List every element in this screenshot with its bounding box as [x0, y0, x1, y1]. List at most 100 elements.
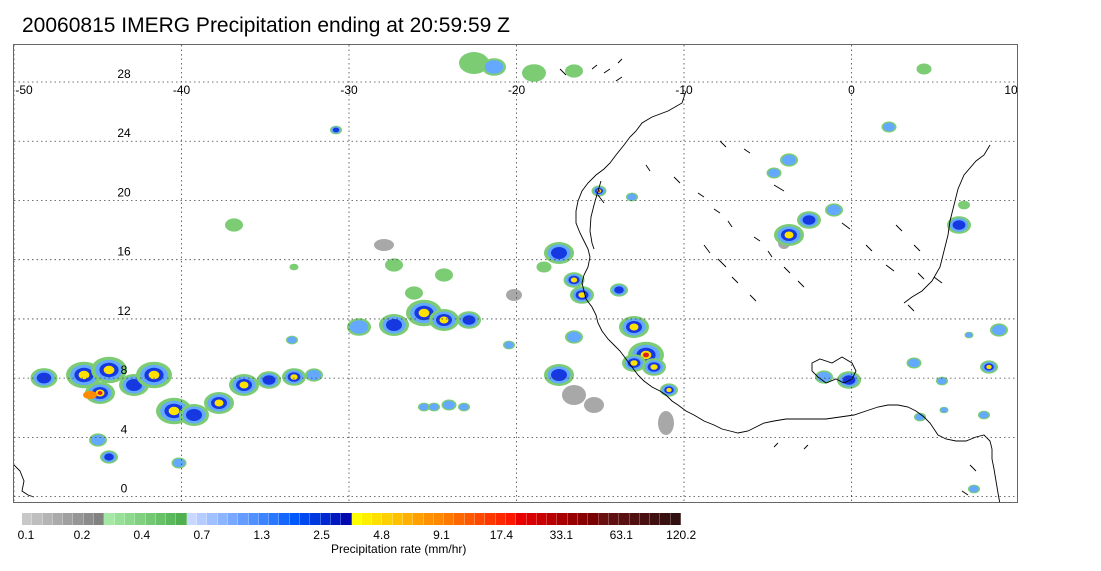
rain-cell-light [385, 258, 403, 272]
drizzle-area [584, 397, 604, 413]
rain-cell-moderate [429, 403, 439, 411]
colorbar-swatch [547, 513, 558, 525]
rain-cell-intense [148, 370, 160, 380]
colorbar-swatch [227, 513, 239, 525]
colorbar-swatch [526, 513, 537, 525]
colorbar-tick-label: 33.1 [549, 528, 574, 542]
rain-cell-heavy [462, 315, 476, 325]
colorbar-swatch [217, 513, 228, 525]
river-lines [703, 140, 943, 312]
rain-cell-intense [439, 316, 449, 324]
rain-cell-light [289, 263, 299, 271]
colorbar-swatch [639, 513, 651, 525]
rain-cell-light [565, 64, 583, 78]
rain-cell-intense [784, 231, 794, 239]
colorbar-swatch [320, 513, 331, 525]
rain-cell-intense [570, 277, 578, 283]
colorbar-swatch [197, 513, 208, 525]
colorbar-tick-label: 17.4 [489, 528, 514, 542]
colorbar-tick-label: 9.1 [433, 528, 450, 542]
rain-cell-moderate [287, 336, 297, 344]
colorbar-swatch [300, 513, 311, 525]
colorbar-swatch [505, 513, 517, 525]
latitude-label: 8 [121, 363, 128, 377]
rain-cell-intense [214, 399, 224, 407]
rain-cell-moderate [883, 122, 895, 132]
colorbar-swatch [94, 513, 105, 525]
colorbar-swatch [423, 513, 434, 525]
east-coast-fragment [903, 144, 991, 304]
river-lines-2 [645, 164, 805, 288]
rain-cell-moderate [443, 400, 455, 410]
colorbar-swatch [207, 513, 218, 525]
colorbar-tick-label: 63.1 [609, 528, 633, 542]
west-africa-coastline [575, 90, 1001, 502]
drizzle-area [506, 289, 522, 301]
rain-cell-moderate [459, 403, 469, 411]
rain-cell-moderate [627, 193, 637, 201]
coastline-layer [14, 58, 1001, 502]
rain-cell-intense [290, 374, 298, 380]
colorbar-swatch [361, 513, 373, 525]
colorbar-swatch [588, 513, 599, 525]
latitude-label: 24 [117, 126, 131, 140]
rain-cell-intense [168, 406, 180, 416]
rain-cell-light [459, 52, 489, 74]
rain-cell-heavy [36, 372, 52, 384]
colorbar-swatch [176, 513, 187, 525]
colorbar-swatch [567, 513, 579, 525]
colorbar-swatch [660, 513, 671, 525]
rain-cell-moderate [567, 331, 581, 343]
graticule-labels: -50 -40 -30 -20 -10 0 10 0 4 8 12 16 20 24 28 [15, 67, 1018, 496]
colorbar-swatch [248, 513, 259, 525]
latitude-label: 20 [117, 185, 131, 199]
drizzle-area [658, 411, 674, 435]
rain-cell-moderate [992, 324, 1006, 336]
rain-cell-light [522, 64, 546, 82]
rain-cell-light [225, 218, 243, 232]
colorbar-swatch [135, 513, 146, 525]
colorbar-swatch [166, 513, 177, 525]
colorbar-swatch [402, 513, 414, 525]
lake-volta-outline [811, 356, 857, 384]
colorbar-swatch [104, 513, 115, 525]
colorbar-swatch [310, 513, 321, 525]
rain-cell-moderate [349, 320, 369, 334]
colorbar-swatch [42, 513, 53, 525]
rain-cell-light [435, 268, 453, 282]
rain-cell-light [405, 286, 423, 300]
colorbar-tick-label: 0.7 [193, 528, 211, 542]
colorbar-title: Precipitation rate (mm/hr) [331, 542, 467, 556]
rain-cell-moderate [307, 369, 321, 381]
rain-cell-intense [650, 364, 658, 370]
rain-cell-intense [78, 370, 90, 380]
map-title: 20060815 IMERG Precipitation ending at 2… [22, 14, 510, 37]
rain-cell-intense [630, 360, 638, 366]
rain-cell-extreme [97, 391, 103, 395]
rain-cell-heavy [126, 379, 142, 391]
rain-cell-moderate [937, 377, 947, 385]
colorbar [22, 513, 681, 525]
rain-cell-heavy [952, 220, 966, 230]
rain-cell-moderate [908, 358, 920, 368]
rain-cell-intense [418, 308, 430, 318]
colorbar-tick-label: 1.3 [253, 528, 271, 542]
longitude-label: -10 [675, 83, 693, 97]
drizzle-area [562, 385, 586, 405]
colorbar-tick-label: 0.4 [133, 528, 151, 542]
colorbar-swatch [433, 513, 445, 525]
northwest-coast-islands [559, 58, 623, 82]
longitude-label: 10 [1004, 83, 1018, 97]
rain-cell-intense [103, 365, 115, 375]
colorbar-swatch [73, 513, 84, 525]
colorbar-swatch [454, 513, 465, 525]
colorbar-swatch [186, 513, 198, 525]
latitude-label: 4 [121, 422, 128, 436]
colorbar-swatch [578, 513, 589, 525]
longitude-label: -50 [15, 83, 33, 97]
rain-cell-moderate [782, 154, 796, 166]
colorbar-swatch [83, 513, 95, 525]
map-canvas: -50 -40 -30 -20 -10 0 10 0 4 8 12 16 20 24 28 [14, 45, 1018, 502]
colorbar-swatch [289, 513, 301, 525]
colorbar-swatch [608, 513, 620, 525]
